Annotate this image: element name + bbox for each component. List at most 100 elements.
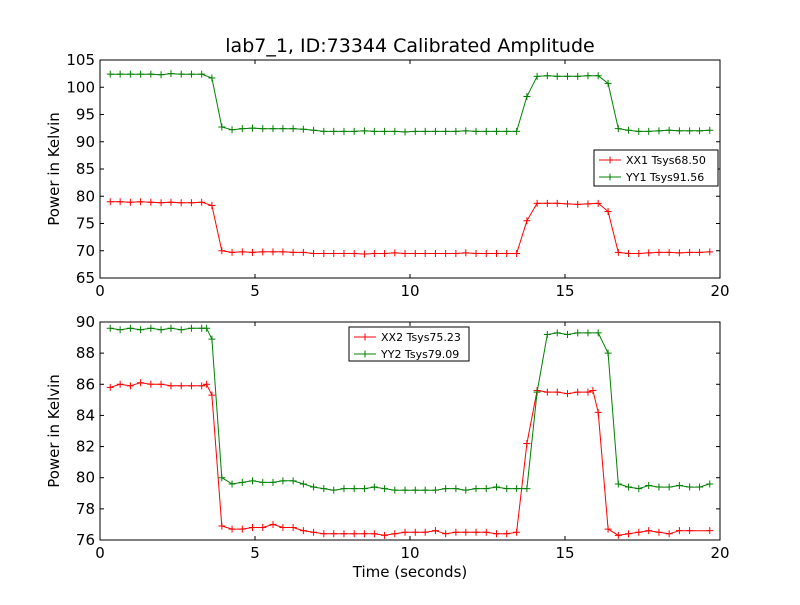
data-point-marker — [706, 527, 714, 535]
x-tick-label: 20 — [710, 282, 729, 300]
y-tick-label: 80 — [76, 187, 95, 205]
data-point-marker — [381, 127, 389, 135]
data-point-marker — [411, 249, 419, 257]
data-point-marker — [563, 200, 571, 208]
data-point-marker — [187, 382, 195, 390]
data-point-marker — [472, 127, 480, 135]
data-point-marker — [482, 249, 490, 257]
data-point-marker — [513, 127, 521, 135]
data-point-marker — [492, 530, 500, 538]
data-point-marker — [259, 248, 267, 256]
data-point-marker — [238, 525, 246, 533]
data-point-marker — [228, 480, 236, 488]
data-point-marker — [126, 198, 134, 206]
data-point-marker — [411, 528, 419, 536]
data-point-marker — [208, 74, 216, 82]
data-point-marker — [360, 250, 368, 258]
data-point-marker — [442, 249, 450, 257]
data-point-marker — [452, 528, 460, 536]
data-point-marker — [116, 326, 124, 334]
y-tick-label: 86 — [76, 375, 95, 393]
data-point-marker — [625, 530, 633, 538]
data-point-marker — [614, 125, 622, 133]
series-line — [110, 382, 710, 536]
legend-marker — [606, 173, 614, 181]
data-point-marker — [330, 127, 338, 135]
data-point-marker — [482, 528, 490, 536]
data-point-marker — [523, 485, 531, 493]
data-point-marker — [589, 387, 597, 395]
data-point-marker — [645, 249, 653, 257]
x-tick-label: 5 — [250, 282, 260, 300]
data-point-marker — [198, 70, 206, 78]
data-point-marker — [594, 199, 602, 207]
x-tick-label: 20 — [710, 544, 729, 562]
data-point-marker — [533, 72, 541, 80]
data-point-marker — [523, 93, 531, 101]
y-tick-label: 78 — [76, 500, 95, 518]
data-point-marker — [203, 324, 211, 332]
data-point-marker — [625, 126, 633, 134]
data-point-marker — [147, 380, 155, 388]
data-point-marker — [299, 480, 307, 488]
data-point-marker — [269, 478, 277, 486]
data-point-marker — [370, 127, 378, 135]
data-point-marker — [289, 477, 297, 485]
data-point-marker — [340, 249, 348, 257]
data-point-marker — [167, 198, 175, 206]
legend-marker — [606, 156, 614, 164]
data-point-marker — [137, 379, 145, 387]
data-point-marker — [137, 198, 145, 206]
data-point-marker — [360, 127, 368, 135]
data-point-marker — [686, 527, 694, 535]
data-point-marker — [249, 524, 257, 532]
data-point-marker — [645, 482, 653, 489]
data-point-marker — [167, 70, 175, 78]
data-point-marker — [279, 248, 287, 256]
data-point-marker — [310, 528, 318, 536]
data-point-marker — [584, 388, 592, 396]
data-point-marker — [269, 520, 277, 528]
data-point-marker — [106, 383, 114, 391]
data-point-marker — [208, 391, 216, 399]
data-point-marker — [177, 326, 185, 334]
data-point-marker — [320, 127, 328, 135]
data-point-marker — [187, 324, 195, 332]
y-tick-label: 85 — [76, 160, 95, 178]
legend-label: YY2 Tsys79.09 — [380, 348, 459, 361]
data-point-marker — [126, 70, 134, 78]
data-point-marker — [126, 382, 134, 390]
data-point-marker — [503, 485, 511, 493]
data-point-marker — [614, 248, 622, 256]
data-point-marker — [635, 249, 643, 257]
data-point-marker — [330, 530, 338, 538]
data-point-marker — [513, 249, 521, 257]
data-point-marker — [198, 198, 206, 206]
data-point-marker — [411, 486, 419, 494]
data-point-marker — [655, 127, 663, 135]
data-point-marker — [238, 478, 246, 486]
data-point-marker — [472, 528, 480, 536]
data-point-marker — [696, 248, 704, 256]
data-point-marker — [574, 72, 582, 80]
data-point-marker — [350, 530, 358, 538]
y-axis-label: Power in Kelvin — [45, 112, 63, 226]
data-point-marker — [675, 249, 683, 257]
data-point-marker — [523, 439, 531, 447]
data-point-marker — [431, 249, 439, 257]
data-point-marker — [543, 388, 551, 396]
data-point-marker — [360, 485, 368, 493]
data-point-marker — [655, 483, 663, 491]
data-point-marker — [167, 324, 175, 332]
data-point-marker — [553, 388, 561, 396]
data-point-marker — [289, 248, 297, 256]
data-point-marker — [553, 199, 561, 207]
data-point-marker — [584, 200, 592, 208]
data-point-marker — [320, 485, 328, 493]
data-point-marker — [391, 486, 399, 494]
x-tick-label: 0 — [95, 282, 105, 300]
data-point-marker — [696, 127, 704, 135]
data-point-marker — [503, 127, 511, 135]
y-tick-label: 100 — [66, 78, 95, 96]
